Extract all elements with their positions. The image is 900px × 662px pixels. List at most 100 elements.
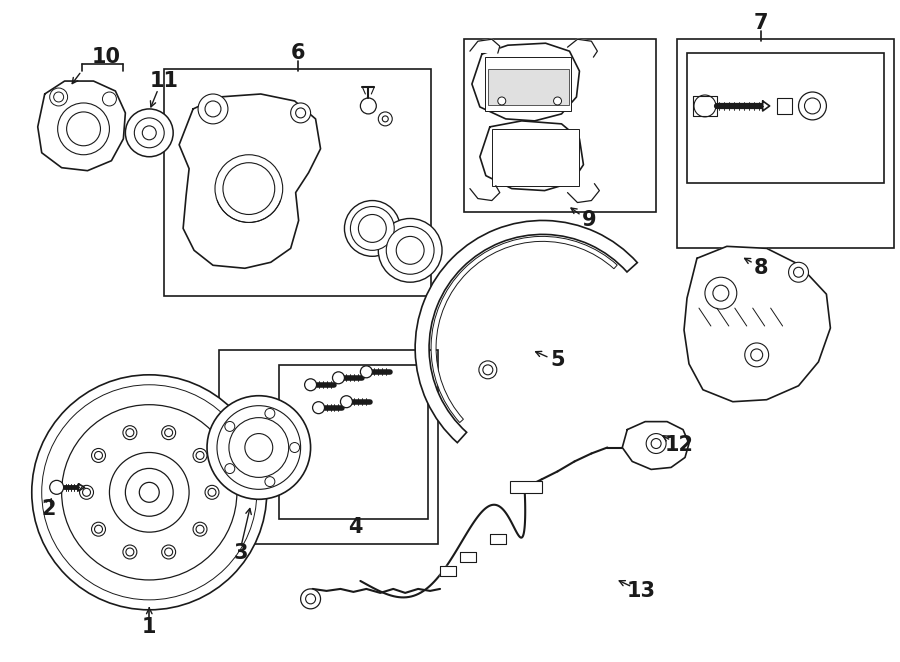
Circle shape bbox=[205, 101, 221, 117]
Circle shape bbox=[54, 92, 64, 102]
Circle shape bbox=[194, 448, 207, 463]
Bar bbox=[777, 98, 792, 114]
Circle shape bbox=[306, 594, 316, 604]
Circle shape bbox=[92, 522, 105, 536]
Circle shape bbox=[208, 489, 216, 496]
Circle shape bbox=[162, 426, 176, 440]
Bar bbox=[509, 481, 542, 493]
Circle shape bbox=[794, 267, 804, 277]
Circle shape bbox=[751, 349, 762, 361]
Polygon shape bbox=[568, 183, 599, 203]
Polygon shape bbox=[684, 246, 831, 402]
Text: 6: 6 bbox=[291, 43, 305, 63]
Circle shape bbox=[125, 109, 173, 157]
Circle shape bbox=[41, 385, 256, 600]
Bar bbox=[164, 69, 431, 296]
Circle shape bbox=[196, 525, 204, 533]
Circle shape bbox=[304, 379, 317, 391]
Circle shape bbox=[291, 103, 310, 123]
Circle shape bbox=[652, 438, 662, 448]
Circle shape bbox=[194, 522, 207, 536]
Circle shape bbox=[123, 426, 137, 440]
Polygon shape bbox=[179, 94, 320, 268]
Circle shape bbox=[694, 95, 716, 117]
Circle shape bbox=[50, 481, 64, 495]
Circle shape bbox=[805, 98, 821, 114]
Circle shape bbox=[165, 548, 173, 556]
Circle shape bbox=[396, 236, 424, 264]
Circle shape bbox=[378, 218, 442, 282]
Circle shape bbox=[140, 483, 159, 502]
Circle shape bbox=[360, 98, 376, 114]
Polygon shape bbox=[470, 185, 500, 201]
Circle shape bbox=[94, 525, 103, 533]
Circle shape bbox=[162, 545, 176, 559]
Circle shape bbox=[229, 418, 289, 477]
Circle shape bbox=[788, 262, 808, 282]
Circle shape bbox=[142, 126, 157, 140]
Circle shape bbox=[134, 118, 164, 148]
Circle shape bbox=[265, 408, 274, 418]
Text: 5: 5 bbox=[550, 350, 565, 370]
Circle shape bbox=[705, 277, 737, 309]
Circle shape bbox=[798, 92, 826, 120]
Text: 13: 13 bbox=[626, 581, 656, 601]
Text: 2: 2 bbox=[41, 499, 56, 519]
Polygon shape bbox=[472, 43, 580, 121]
Circle shape bbox=[223, 163, 274, 214]
Polygon shape bbox=[693, 96, 717, 116]
Circle shape bbox=[382, 116, 388, 122]
Circle shape bbox=[110, 453, 189, 532]
Circle shape bbox=[386, 226, 434, 274]
Circle shape bbox=[350, 207, 394, 250]
Circle shape bbox=[207, 396, 310, 499]
Bar bbox=[488, 69, 570, 105]
Circle shape bbox=[125, 469, 173, 516]
Circle shape bbox=[745, 343, 769, 367]
Polygon shape bbox=[622, 422, 689, 469]
Circle shape bbox=[340, 396, 353, 408]
Wedge shape bbox=[431, 236, 617, 422]
Circle shape bbox=[205, 485, 219, 499]
Circle shape bbox=[32, 375, 266, 610]
Polygon shape bbox=[460, 552, 476, 562]
Bar bbox=[279, 365, 428, 519]
Circle shape bbox=[713, 285, 729, 301]
Circle shape bbox=[225, 463, 235, 473]
Polygon shape bbox=[38, 81, 125, 171]
Circle shape bbox=[483, 365, 493, 375]
Text: 12: 12 bbox=[664, 434, 694, 455]
Polygon shape bbox=[470, 39, 500, 53]
Circle shape bbox=[83, 489, 91, 496]
Text: 10: 10 bbox=[92, 47, 121, 67]
Polygon shape bbox=[480, 121, 583, 191]
Circle shape bbox=[554, 97, 562, 105]
Polygon shape bbox=[490, 534, 506, 544]
Text: 9: 9 bbox=[582, 211, 597, 230]
Circle shape bbox=[217, 406, 301, 489]
Circle shape bbox=[94, 451, 103, 459]
Circle shape bbox=[345, 201, 400, 256]
Circle shape bbox=[103, 92, 116, 106]
Bar bbox=[464, 39, 656, 211]
Circle shape bbox=[312, 402, 325, 414]
Circle shape bbox=[58, 103, 110, 155]
Polygon shape bbox=[568, 39, 598, 57]
Circle shape bbox=[165, 429, 173, 437]
Circle shape bbox=[245, 434, 273, 461]
Circle shape bbox=[79, 485, 94, 499]
Circle shape bbox=[498, 97, 506, 105]
Bar bbox=[491, 129, 580, 185]
Polygon shape bbox=[762, 101, 770, 111]
Circle shape bbox=[123, 545, 137, 559]
Circle shape bbox=[360, 366, 373, 378]
Bar bbox=[677, 39, 894, 248]
Circle shape bbox=[225, 422, 235, 432]
Text: 7: 7 bbox=[753, 13, 768, 33]
Circle shape bbox=[296, 108, 306, 118]
Bar bbox=[687, 53, 884, 183]
Circle shape bbox=[479, 361, 497, 379]
Text: 3: 3 bbox=[234, 543, 248, 563]
Circle shape bbox=[378, 112, 392, 126]
Circle shape bbox=[215, 155, 283, 222]
